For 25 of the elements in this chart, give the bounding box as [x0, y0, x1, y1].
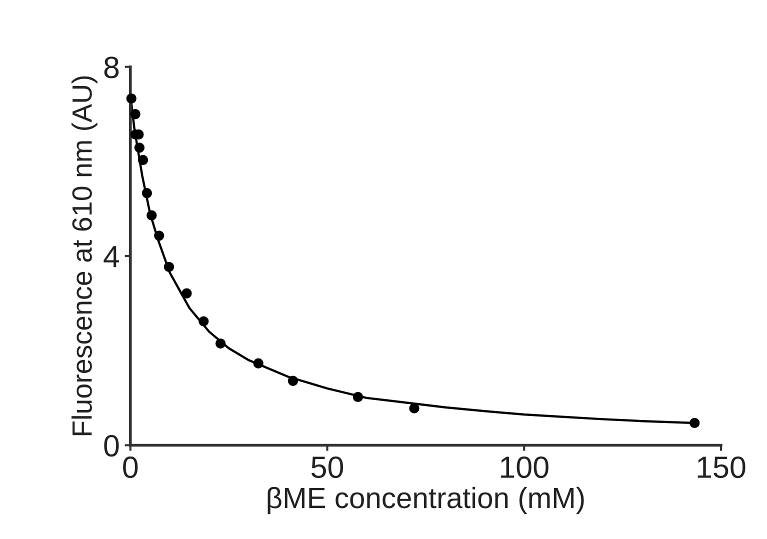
point — [690, 418, 700, 428]
point — [288, 376, 298, 386]
point — [253, 358, 264, 368]
x-tick-label: 150 — [698, 456, 746, 478]
x-tick-label: 0 — [123, 456, 138, 478]
x-tick-label: 50 — [311, 456, 344, 478]
y-tick-label: 4 — [104, 246, 120, 268]
point — [154, 230, 164, 241]
x-tick-label: 100 — [500, 456, 548, 478]
y-tick-label: 0 — [104, 434, 119, 457]
point — [142, 188, 152, 198]
point — [134, 142, 145, 153]
point — [409, 403, 420, 414]
x-axis-title: βME concentration (mM) — [268, 486, 584, 514]
point — [352, 392, 364, 402]
point — [164, 262, 174, 272]
point — [138, 154, 148, 166]
point — [215, 338, 226, 349]
point — [198, 316, 209, 326]
point — [130, 109, 140, 120]
point — [126, 93, 136, 104]
point — [146, 210, 157, 220]
point — [182, 288, 192, 298]
y-axis-title: Fluorescence at 610 nm (AU) — [72, 76, 98, 436]
y-tick-label: 8 — [104, 56, 119, 78]
